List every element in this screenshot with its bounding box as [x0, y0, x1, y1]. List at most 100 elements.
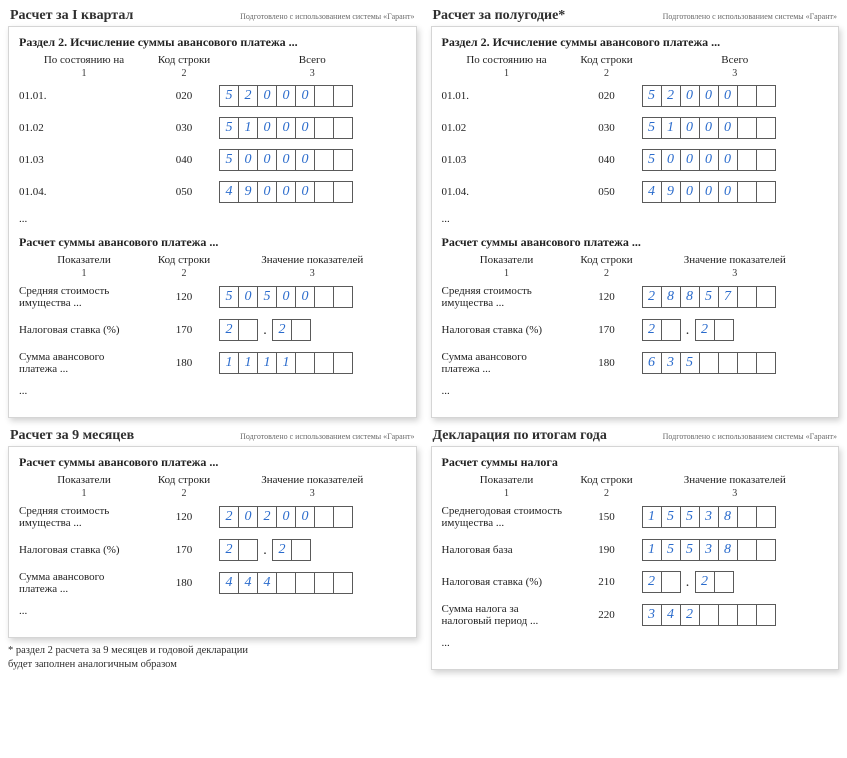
table-row: Средняя стоимость имущества ...12028857 — [442, 285, 829, 309]
digit-cell: 0 — [680, 117, 700, 139]
row-code: 170 — [149, 324, 219, 336]
row-code: 180 — [572, 357, 642, 369]
year-colh1: Показатели — [442, 474, 572, 486]
digit-cell: 0 — [680, 181, 700, 203]
digit-cell — [756, 85, 776, 107]
digit-cell — [291, 319, 311, 341]
panel-half-body: Раздел 2. Исчисление суммы авансового пл… — [431, 26, 840, 418]
digit-cell: 5 — [680, 352, 700, 374]
digit-cell: 2 — [219, 506, 239, 528]
digit-cell — [737, 149, 757, 171]
digit-cell: 3 — [699, 539, 719, 561]
digit-cell: 0 — [257, 85, 277, 107]
year-rows: Среднегодовая стоимость имущества ...150… — [442, 505, 829, 627]
digit-cell — [333, 85, 353, 107]
row-code: 180 — [149, 357, 219, 369]
digit-cell: 0 — [699, 85, 719, 107]
row-code: 020 — [149, 90, 219, 102]
table-row: Средняя стоимость имущества ...12020200 — [19, 505, 406, 529]
panel-grid: Расчет за I квартал Подготовлено с испол… — [8, 8, 839, 672]
digit-cell: 2 — [219, 319, 239, 341]
nine-ellipsis: ... — [19, 605, 406, 617]
row-label: 01.02 — [442, 122, 572, 134]
digit-cell: 0 — [718, 85, 738, 107]
row-label: Сумма налога за налоговый период ... — [442, 603, 572, 627]
row-label: Сумма авансового платежа ... — [19, 351, 149, 375]
row-label: 01.01. — [19, 90, 149, 102]
digit-cell: 0 — [295, 117, 315, 139]
digit-cell: 4 — [257, 572, 277, 594]
digit-cell: 4 — [238, 572, 258, 594]
cell-group: 15538 — [642, 539, 776, 561]
row-label: Средняя стоимость имущества ... — [19, 285, 149, 309]
digit-cell — [714, 571, 734, 593]
digit-cell — [756, 539, 776, 561]
digit-cell: 0 — [718, 117, 738, 139]
table-row: Сумма авансового платежа ...1801111 — [19, 351, 406, 375]
digit-cell — [314, 286, 334, 308]
year-ellipsis: ... — [442, 637, 829, 649]
digit-cell: 0 — [295, 506, 315, 528]
panel-q1-subtitle: Подготовлено с использованием системы «Г… — [240, 12, 414, 21]
nine-colh2: Код строки — [149, 474, 219, 486]
digit-cell: 0 — [699, 181, 719, 203]
digit-cell: 0 — [295, 149, 315, 171]
table-row: Налоговая ставка (%)1702.2 — [19, 319, 406, 341]
row-code: 030 — [572, 122, 642, 134]
digit-cell — [699, 352, 719, 374]
digit-cell: 0 — [257, 149, 277, 171]
cell-group: 51000 — [642, 117, 776, 139]
panel-year-title: Декларация по итогам года — [433, 428, 607, 444]
row-code: 180 — [149, 577, 219, 589]
panel-nine-subtitle: Подготовлено с использованием системы «Г… — [240, 432, 414, 441]
year-sub2: 2 — [572, 488, 642, 499]
digit-cell: 4 — [219, 572, 239, 594]
digit-cell: 2 — [642, 319, 662, 341]
digit-cell: 5 — [680, 539, 700, 561]
table-row: 01.04.05049000 — [442, 181, 829, 203]
panel-q1-body: Раздел 2. Исчисление суммы авансового пл… — [8, 26, 417, 418]
digit-cell: 0 — [680, 85, 700, 107]
digit-cell: 0 — [295, 181, 315, 203]
row-code: 040 — [149, 154, 219, 166]
row-label: Налоговая ставка (%) — [442, 576, 572, 588]
year-sub3: 3 — [642, 488, 829, 499]
digit-cell — [333, 572, 353, 594]
row-code: 120 — [572, 291, 642, 303]
year-colh3: Значение показателей — [642, 474, 829, 486]
digit-cell: 1 — [238, 117, 258, 139]
digit-cell: 1 — [642, 539, 662, 561]
nine-colh3: Значение показателей — [219, 474, 406, 486]
cell-group: 52000 — [219, 85, 353, 107]
row-label: 01.03 — [442, 154, 572, 166]
nine-sub1: 1 — [19, 488, 149, 499]
row-label: Сумма авансового платежа ... — [442, 351, 572, 375]
row-code: 190 — [572, 544, 642, 556]
digit-cell: 3 — [642, 604, 662, 626]
digit-cell: 8 — [718, 506, 738, 528]
panel-nine: Расчет за 9 месяцев Подготовлено с испол… — [8, 428, 417, 672]
digit-cell — [314, 506, 334, 528]
half-sec2-title: Раздел 2. Исчисление суммы авансового пл… — [442, 35, 829, 50]
digit-cell: 7 — [718, 286, 738, 308]
table-row: 01.04.05049000 — [19, 181, 406, 203]
digit-cell — [333, 149, 353, 171]
half-bcolh3: Значение показателей — [642, 254, 829, 266]
row-label: Налоговая база — [442, 544, 572, 556]
digit-cell: 0 — [276, 181, 296, 203]
cell-group: 1111 — [219, 352, 353, 374]
digit-cell: 5 — [219, 286, 239, 308]
digit-cell: 9 — [661, 181, 681, 203]
half-bsub2: 2 — [572, 268, 642, 279]
digit-cell: 5 — [219, 149, 239, 171]
row-code: 220 — [572, 609, 642, 621]
digit-cell: 2 — [661, 85, 681, 107]
year-nalog-title: Расчет суммы налога — [442, 455, 829, 470]
digit-cell: 4 — [642, 181, 662, 203]
nine-colh1: Показатели — [19, 474, 149, 486]
row-code: 020 — [572, 90, 642, 102]
half-colh1: По состоянию на — [442, 54, 572, 66]
panel-q1-title: Расчет за I квартал — [10, 8, 133, 24]
q1-colh1: По состоянию на — [19, 54, 149, 66]
digit-cell — [737, 286, 757, 308]
